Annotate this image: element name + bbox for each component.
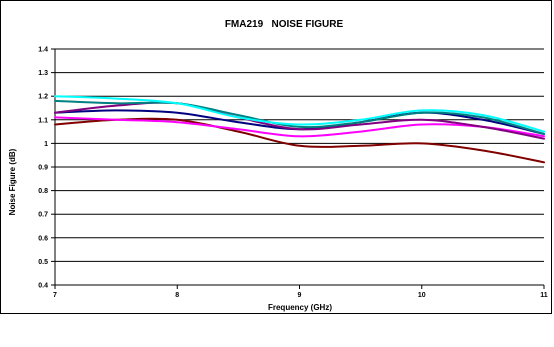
y-axis-ticks: 0.4 0.5 0.6 0.7 0.8 0.9 1 1.1 1.2 1.3 1.4 (38, 47, 55, 290)
x-tick-label: 9 (298, 292, 302, 299)
series-lines (55, 96, 544, 162)
y-tick-label: 0.6 (38, 235, 48, 242)
y-tick-label: 0.7 (38, 212, 48, 219)
x-axis-ticks: 7 8 9 10 11 (53, 285, 548, 299)
y-tick-label: 1.1 (38, 117, 48, 124)
y-tick-label: 1.2 (38, 94, 48, 101)
y-tick-label: 1.3 (38, 70, 48, 77)
y-tick-label: 1.4 (38, 47, 48, 54)
x-tick-label: 11 (540, 292, 548, 299)
x-tick-label: 8 (175, 292, 179, 299)
chart-frame: FMA219 NOISE FIGURE 0.4 0.5 0.6 0.7 0.8 0.9 1 1… (0, 0, 552, 314)
y-tick-label: 0.9 (38, 165, 48, 172)
y-tick-label: 0.4 (38, 283, 48, 290)
x-tick-label: 10 (418, 292, 426, 299)
noise-figure-chart: FMA219 NOISE FIGURE 0.40.50.60.70.80.911… (1, 1, 553, 315)
y-tick-label: 0.8 (38, 188, 48, 195)
grid-lines (55, 49, 544, 285)
y-tick-label: 1 (44, 141, 48, 148)
y-tick-label: 0.5 (38, 259, 48, 266)
y-axis-label: Noise Figure (dB) (8, 148, 17, 215)
chart-title: FMA219 NOISE FIGURE (225, 19, 344, 30)
x-axis-label: Frequency (GHz) (268, 303, 332, 312)
x-tick-label: 7 (53, 292, 57, 299)
